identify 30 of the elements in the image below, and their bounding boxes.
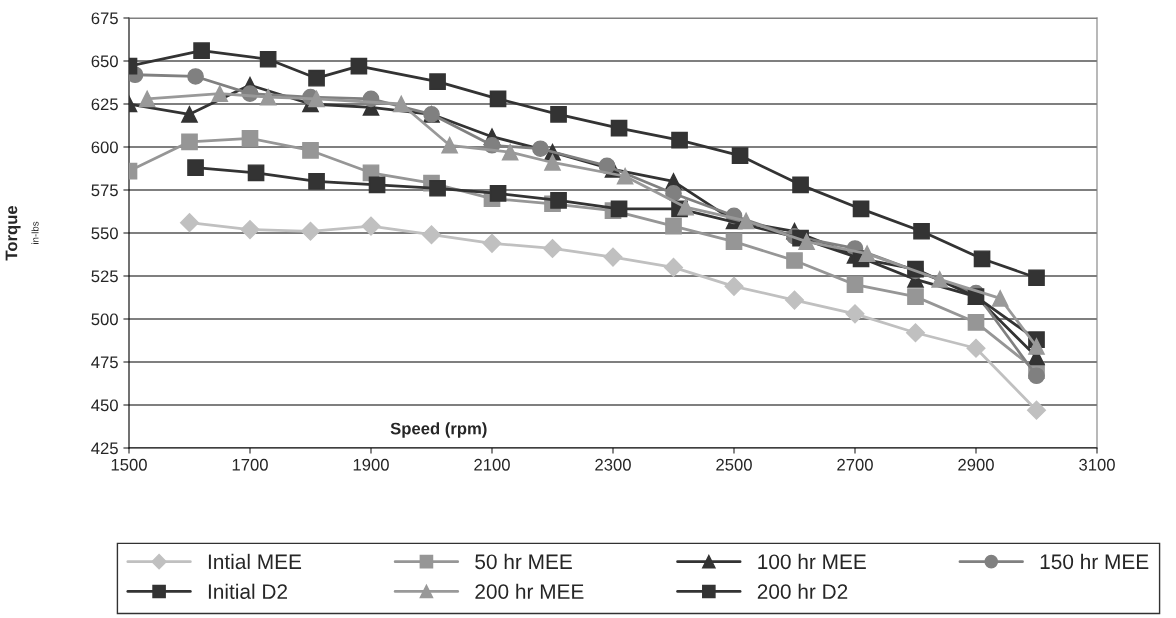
x-tick-label: 2500: [716, 458, 752, 471]
x-tick-label: 1500: [111, 458, 147, 471]
x-tick-label: 2900: [958, 458, 994, 471]
legend-label: 150 hr MEE: [1040, 553, 1149, 570]
legend-label: Initial D2: [208, 583, 288, 599]
legend-label: 100 hr MEE: [758, 553, 866, 570]
y-tick-label: 425: [91, 442, 118, 455]
y-tick-label: 550: [91, 227, 118, 240]
legend-label: 200 hr MEE: [475, 583, 584, 599]
legend-label: 50 hr MEE: [475, 553, 572, 570]
y-tick-label: 500: [91, 313, 118, 326]
legend-label: Intial MEE: [208, 553, 302, 570]
legend-label: 200 hr D2: [757, 583, 848, 599]
x-tick-label: 2300: [595, 458, 631, 471]
y-tick-label: 450: [91, 399, 118, 412]
x-axis-title: Speed (rpm): [390, 422, 487, 438]
x-tick-label: 1700: [232, 458, 268, 471]
x-tick-label: 1900: [353, 458, 389, 471]
text: in-lbs: [31, 221, 39, 244]
y-tick-label: 575: [91, 184, 118, 197]
x-tick-label: 3100: [1079, 458, 1115, 471]
y-axis-title: Torque: [5, 205, 21, 261]
y-tick-label: 650: [91, 55, 118, 68]
y-tick-label: 600: [91, 141, 118, 154]
y-tick-label: 675: [91, 12, 118, 25]
y-tick-label: 475: [91, 356, 118, 369]
y-tick-label: 625: [91, 98, 118, 111]
x-tick-label: 2700: [837, 458, 873, 471]
y-tick-label: 525: [91, 270, 118, 283]
x-tick-label: 2100: [474, 458, 510, 471]
